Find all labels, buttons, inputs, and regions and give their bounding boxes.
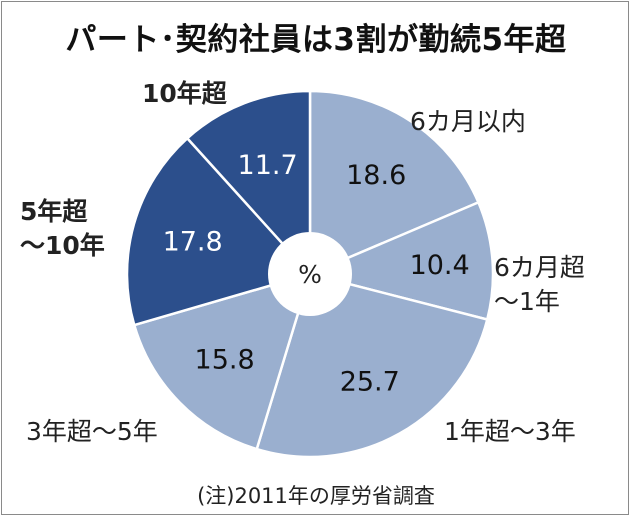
slice-category-label: 1年超～3年 [444,417,576,446]
slice-value-label: 15.8 [195,344,255,375]
slice-category-label: 10年超 [142,79,228,108]
pie-slices [125,89,495,459]
slice-category-label: 6カ月以内 [410,107,526,136]
slice-value-label: 17.8 [163,227,223,258]
pie-slice [306,200,495,322]
slice-category-label: 5年超～10年 [20,197,105,260]
value-labels: 18.6 10.4 25.7 15.8 17.8 11.7 [163,150,470,397]
slice-value-label: 18.6 [346,160,406,191]
category-labels: 6カ月以内 6カ月超～1年 1年超～3年 3年超～5年 5年超～10年 10年超 [20,79,585,446]
slice-value-label: 25.7 [340,366,400,397]
pie-slice [125,136,313,327]
center-hole [268,232,352,316]
pie-slice [185,89,312,278]
center-unit-label: % [298,260,322,289]
slice-category-label: 6カ月超～1年 [494,253,585,316]
pie-slice [255,272,489,459]
slice-category-label: 3年超～5年 [26,417,158,446]
slice-value-label: 11.7 [238,150,298,181]
source-note: (注)2011年の厚労省調査 [197,484,435,508]
pie-slice [132,272,312,451]
pie-slice [308,89,481,276]
chart-title: パート･契約社員は3割が勤続5年超 [65,22,567,58]
slice-value-label: 10.4 [410,250,470,281]
